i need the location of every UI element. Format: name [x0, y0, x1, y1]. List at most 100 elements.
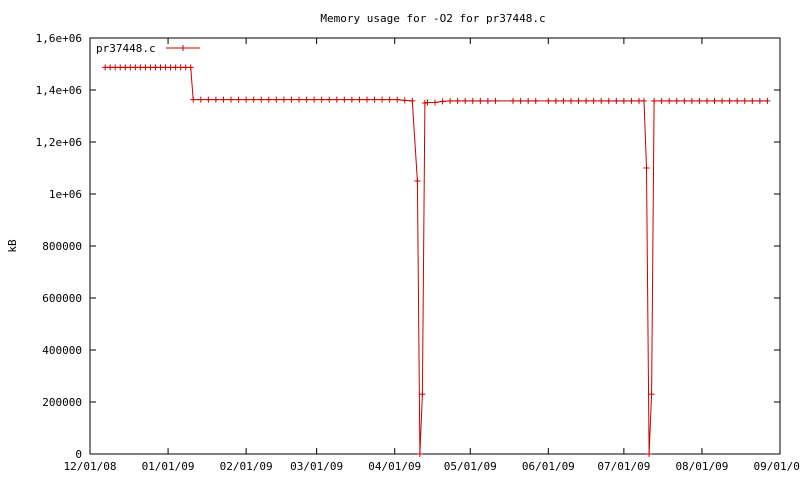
- y-axis-label: kB: [6, 239, 19, 253]
- data-point: [628, 97, 635, 104]
- data-point: [462, 97, 469, 104]
- data-point: [137, 64, 144, 71]
- data-point: [484, 97, 491, 104]
- data-point: [532, 97, 539, 104]
- chart-title: Memory usage for -O2 for pr37448.c: [320, 12, 545, 25]
- legend-label: pr37448.c: [96, 42, 156, 55]
- data-point: [220, 96, 227, 103]
- data-point: [635, 97, 642, 104]
- data-point: [414, 178, 421, 184]
- series-layer: [102, 64, 771, 457]
- data-point: [477, 97, 484, 104]
- data-point: [386, 96, 393, 103]
- data-point: [424, 99, 431, 106]
- data-point: [641, 97, 648, 104]
- data-point: [235, 96, 242, 103]
- data-point: [356, 96, 363, 103]
- data-point: [703, 97, 710, 104]
- data-point: [673, 97, 680, 104]
- x-tick-label: 12/01/08: [64, 460, 117, 473]
- data-point: [197, 96, 204, 103]
- data-point: [212, 96, 219, 103]
- data-point: [552, 97, 559, 104]
- data-point: [318, 96, 325, 103]
- data-point: [719, 97, 726, 104]
- data-point: [764, 97, 771, 104]
- data-point: [726, 97, 733, 104]
- data-point: [681, 97, 688, 104]
- x-tick-label: 08/01/09: [675, 460, 728, 473]
- y-tick-label: 800000: [42, 240, 82, 253]
- data-point: [643, 165, 650, 171]
- data-point: [311, 96, 318, 103]
- data-point: [590, 97, 597, 104]
- data-point: [421, 100, 428, 106]
- data-point: [620, 97, 627, 104]
- data-point: [288, 96, 295, 103]
- y-tick-label: 1,4e+06: [36, 84, 82, 97]
- data-point: [132, 64, 139, 71]
- x-tick-label: 03/01/09: [290, 460, 343, 473]
- x-tick-label: 09/01/09: [754, 460, 800, 473]
- data-point: [510, 97, 517, 104]
- data-point: [296, 96, 303, 103]
- data-point: [190, 96, 197, 103]
- data-point: [326, 96, 333, 103]
- data-point: [364, 96, 371, 103]
- series-line: [105, 66, 768, 455]
- y-tick-label: 200000: [42, 396, 82, 409]
- data-point: [157, 64, 164, 71]
- data-point: [122, 64, 129, 71]
- x-tick-label: 01/01/09: [142, 460, 195, 473]
- data-point: [613, 97, 620, 104]
- data-point: [567, 97, 574, 104]
- legend: pr37448.c: [96, 42, 200, 55]
- data-point: [648, 391, 655, 398]
- data-point: [492, 97, 499, 104]
- data-point: [228, 96, 235, 103]
- data-point: [205, 96, 212, 103]
- data-point: [409, 97, 416, 104]
- x-tick-label: 06/01/09: [522, 460, 575, 473]
- x-tick-label: 02/01/09: [220, 460, 273, 473]
- data-point: [696, 97, 703, 104]
- data-point: [265, 96, 272, 103]
- y-axis: 0 200000 400000 600000 800000 1e+06 1,2e+06 1,4…: [36, 32, 780, 461]
- data-point: [333, 96, 340, 103]
- data-point: [371, 96, 378, 103]
- data-point: [651, 97, 658, 104]
- x-tick-label: 07/01/09: [597, 460, 650, 473]
- y-tick-label: 0: [75, 448, 82, 461]
- data-point: [575, 97, 582, 104]
- data-point: [280, 96, 287, 103]
- y-tick-label: 1,6e+06: [36, 32, 82, 45]
- data-point: [646, 451, 653, 457]
- data-point: [152, 64, 159, 71]
- data-point: [379, 96, 386, 103]
- y-tick-label: 600000: [42, 292, 82, 305]
- data-point: [583, 97, 590, 104]
- data-point: [182, 64, 189, 71]
- y-tick-label: 1,2e+06: [36, 136, 82, 149]
- y-tick-label: 1e+06: [49, 188, 82, 201]
- data-point: [348, 96, 355, 103]
- data-point: [258, 96, 265, 103]
- data-point: [401, 97, 408, 104]
- data-point: [162, 64, 169, 71]
- x-tick-label: 04/01/09: [368, 460, 421, 473]
- data-point: [172, 64, 179, 71]
- data-point: [454, 97, 461, 104]
- data-point: [416, 451, 423, 457]
- data-point: [666, 97, 673, 104]
- data-point: [102, 64, 109, 71]
- y-tick-label: 400000: [42, 344, 82, 357]
- data-point: [545, 97, 552, 104]
- data-point: [598, 97, 605, 104]
- data-point: [112, 64, 119, 71]
- data-point: [127, 64, 134, 71]
- data-point: [432, 99, 438, 106]
- data-point: [303, 96, 310, 103]
- data-point: [756, 97, 763, 104]
- data-point: [394, 96, 401, 103]
